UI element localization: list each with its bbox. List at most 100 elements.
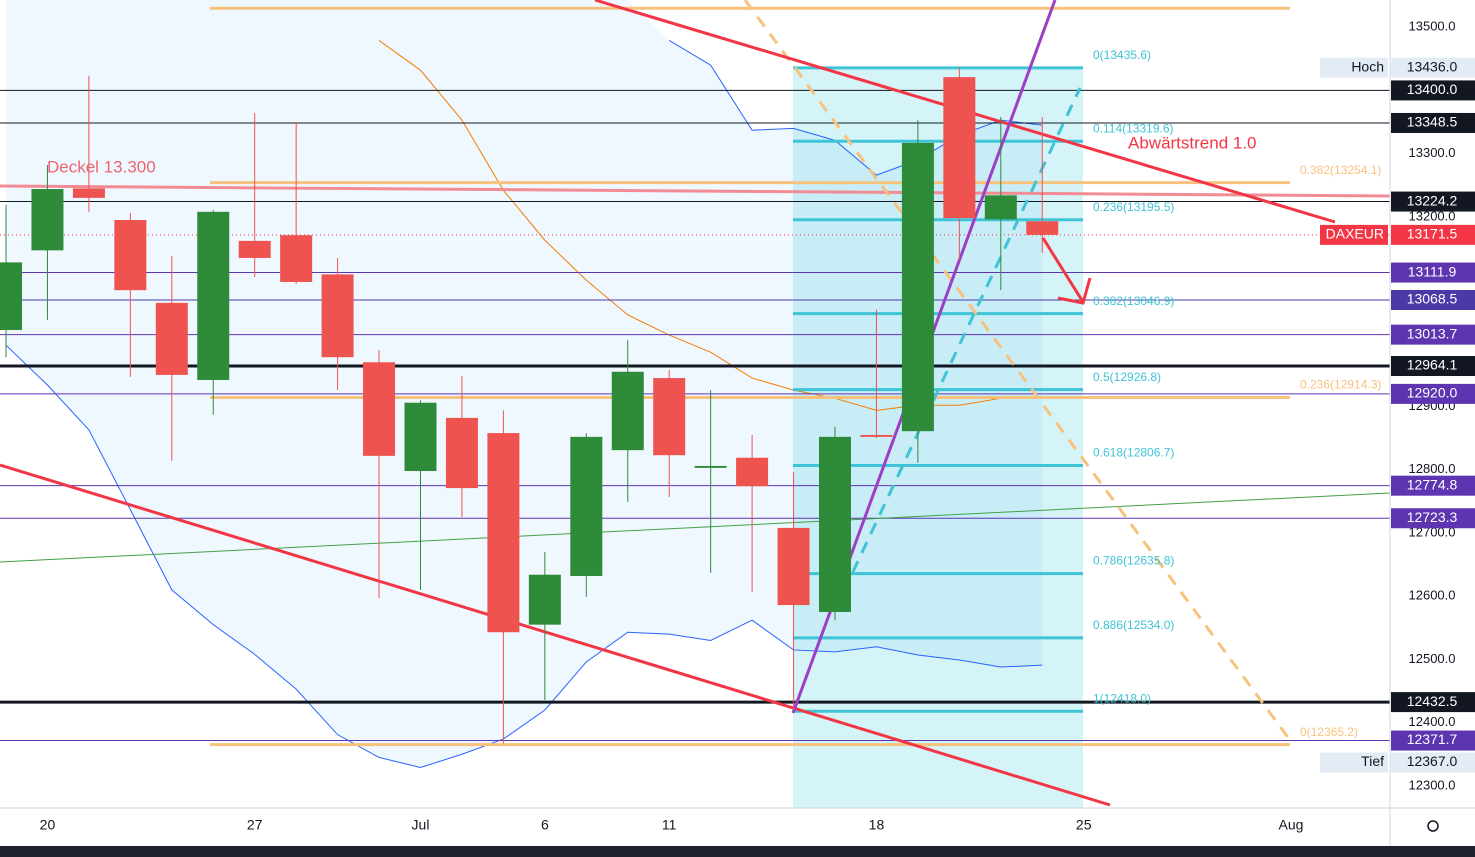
price-tag xyxy=(1391,80,1475,101)
price-tag-label: 12723.3 xyxy=(1407,509,1458,525)
y-tick-label: 12500.0 xyxy=(1409,651,1456,666)
price-tag-label: 13068.5 xyxy=(1407,291,1458,307)
price-tag xyxy=(1391,752,1475,773)
arrow xyxy=(1041,237,1085,303)
trend-line xyxy=(0,184,1391,198)
fib-label: 0.5(12926.8) xyxy=(1093,370,1161,384)
candle-body xyxy=(860,434,893,437)
candle-body xyxy=(445,417,478,489)
price-tag xyxy=(1391,224,1475,245)
price-tag-label: 12367.0 xyxy=(1407,753,1458,769)
tag-box xyxy=(1320,752,1388,773)
candle-body xyxy=(653,378,686,456)
price-tag-label: 12371.7 xyxy=(1407,731,1458,747)
candle-body xyxy=(280,235,313,282)
annotation: Abwärtstrend 1.0 xyxy=(1128,133,1257,152)
fib-label: 0.618(12806.7) xyxy=(1093,446,1174,460)
candle-body xyxy=(321,274,354,358)
price-tag xyxy=(1391,692,1475,713)
y-tick-label: 13300.0 xyxy=(1409,145,1456,160)
price-tag-label: 13436.0 xyxy=(1407,58,1458,74)
settings-icon[interactable] xyxy=(1427,820,1439,832)
ma xyxy=(378,40,1001,411)
x-tick-label: 25 xyxy=(1076,817,1092,833)
price-tag-label: 13348.5 xyxy=(1407,114,1458,130)
y-axis-bg xyxy=(1390,0,1475,857)
y-tick-label: 12600.0 xyxy=(1409,588,1456,603)
candles xyxy=(0,67,1059,744)
tag-label: Hoch xyxy=(1351,58,1384,74)
fib-label: 0.886(12534.0) xyxy=(1093,618,1174,632)
price-tag xyxy=(1391,57,1475,78)
price-tag-label: 13111.9 xyxy=(1408,263,1457,279)
candle-body xyxy=(736,457,769,487)
overlay: Deckel 13.300 Abwärtstrend 1.0 0.382(132… xyxy=(47,48,1381,739)
price-tag xyxy=(1391,508,1475,529)
price-tag xyxy=(1391,262,1475,283)
tag-box xyxy=(1320,57,1388,78)
candle-body xyxy=(155,302,188,375)
fib-label: 0(12365.2) xyxy=(1300,725,1358,739)
price-tag-label: 12964.1 xyxy=(1407,357,1458,373)
fib-label: 0.786(12635.8) xyxy=(1093,554,1174,568)
price-tag-label: 13013.7 xyxy=(1407,325,1458,341)
fib-label: 0.236(12914.3) xyxy=(1300,378,1381,392)
price-tag xyxy=(1391,730,1475,751)
price-tag xyxy=(1391,383,1475,404)
tag-box xyxy=(1320,224,1388,245)
candle-body xyxy=(404,402,437,472)
candle-body xyxy=(984,195,1017,220)
y-tick-label: 12300.0 xyxy=(1409,777,1456,792)
candle-body xyxy=(238,240,271,258)
candle-body xyxy=(487,433,520,633)
candle-body xyxy=(819,436,851,613)
price-tags: 13436.0 Hoch 13400.0 13348.5 13224.2 13171.5 D… xyxy=(1320,57,1475,773)
x-tick-label: 6 xyxy=(541,817,549,833)
price-tag xyxy=(1391,475,1475,496)
price-tag-label: 13171.5 xyxy=(1407,226,1458,242)
tag-label: DAXEUR xyxy=(1326,226,1384,242)
bottom-bar xyxy=(0,846,1475,857)
tag-label: Tief xyxy=(1361,753,1384,769)
candle-body xyxy=(570,436,603,576)
band-upper xyxy=(668,40,1043,176)
candle-body xyxy=(31,189,64,251)
levels xyxy=(0,6,1390,747)
y-tick-label: 13200.0 xyxy=(1409,208,1456,223)
candle-body xyxy=(197,211,230,380)
y-tick-label: 13500.0 xyxy=(1409,19,1456,34)
fib-label: 1(12418.0) xyxy=(1093,691,1151,705)
candle-body xyxy=(72,188,105,198)
y-tick-label: 12400.0 xyxy=(1409,714,1456,729)
price-tag-label: 13224.2 xyxy=(1407,192,1458,208)
candle-body xyxy=(1026,221,1059,235)
x-tick-label: Aug xyxy=(1278,817,1303,833)
annotation: Deckel 13.300 xyxy=(47,157,156,176)
candle-body xyxy=(528,574,561,625)
trend-line xyxy=(0,463,1111,807)
price-tag xyxy=(1391,324,1475,345)
trend-line xyxy=(0,492,1391,563)
fib-label: 0.382(13046.9) xyxy=(1093,294,1174,308)
candle-body xyxy=(694,465,727,468)
fib-label: 0.236(13195.5) xyxy=(1093,200,1174,214)
trend-line xyxy=(743,0,1292,741)
price-tag-label: 12774.8 xyxy=(1407,476,1458,492)
price-tag-label: 12920.0 xyxy=(1407,385,1458,401)
candle-body xyxy=(611,371,644,451)
arrow-head xyxy=(1057,277,1092,305)
x-tick-label: 11 xyxy=(662,817,677,833)
price-tag xyxy=(1391,289,1475,310)
candle-body xyxy=(0,262,22,331)
x-tick-label: 20 xyxy=(40,817,56,833)
price-tag xyxy=(1391,191,1475,212)
candle-body xyxy=(943,77,976,219)
candle-body xyxy=(363,362,396,456)
candle-body xyxy=(114,220,147,291)
price-tag-label: 12432.5 xyxy=(1407,693,1458,709)
fib-label: 0.382(13254.1) xyxy=(1300,163,1381,177)
